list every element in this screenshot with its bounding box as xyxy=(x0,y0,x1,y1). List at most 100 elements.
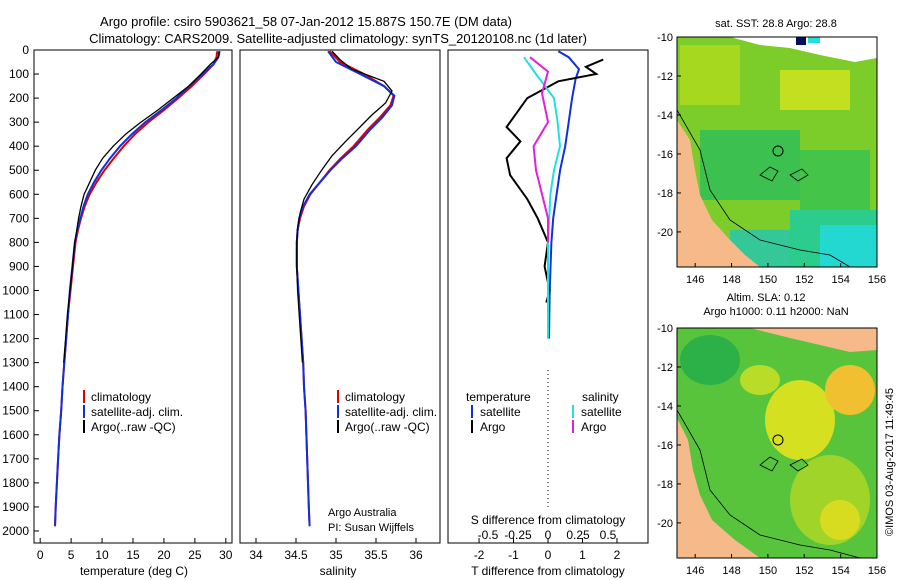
y-tick-label: 1600 xyxy=(2,428,29,442)
sst-map-ticks: 146 148 150 152 154 156 -10 -12 -14 -16 -18 -20 xyxy=(657,32,886,286)
s-tick-label: -0.5 xyxy=(478,528,499,542)
sst-map-frame xyxy=(676,36,878,268)
salinity-x-label: salinity xyxy=(320,564,357,578)
series-line-t-satellite xyxy=(548,50,581,339)
s-difference-label: S difference from climatology xyxy=(471,513,626,527)
bathymetry-contour xyxy=(677,109,851,267)
legend-label-s-argo: Argo xyxy=(581,420,607,434)
map-y-tick-label: -18 xyxy=(657,188,673,200)
sla-map-ticks: 146 148 150 152 154 156 -10 -12 -14 -16 -18 -20 xyxy=(657,323,886,577)
sla-low-patch xyxy=(680,335,740,385)
map-y-tick-label: -20 xyxy=(657,518,673,530)
map-x-tick-label: 152 xyxy=(795,565,813,577)
difference-lines xyxy=(505,50,604,339)
x-tick-label: 35.5 xyxy=(364,548,388,562)
y-tick-label: 1900 xyxy=(2,500,29,514)
map-x-tick-label: 148 xyxy=(722,565,740,577)
legend-label-satellite: satellite-adj. clim. xyxy=(345,405,437,419)
sla-high-patch xyxy=(825,365,875,415)
sst-warm-patch xyxy=(680,45,740,105)
land-new-guinea xyxy=(750,328,877,352)
map-x-tick-label: 150 xyxy=(759,274,777,286)
figure-title-line2: Climatology: CARS2009. Satellite-adjuste… xyxy=(89,31,587,46)
y-tick-label: 700 xyxy=(9,211,29,225)
imos-timestamp: ©IMOS 03-Aug-2017 11:49:45 xyxy=(884,388,896,536)
y-tick-label: 1500 xyxy=(2,404,29,418)
x-tick-label: 2 xyxy=(614,548,621,562)
bathymetry-contour xyxy=(677,409,861,558)
temperature-x-label: temperature (deg C) xyxy=(80,564,188,578)
y-tick-label: 600 xyxy=(9,187,29,201)
map-y-tick-label: -14 xyxy=(657,110,673,122)
x-tick-label: 0 xyxy=(545,548,552,562)
y-tick-label: 400 xyxy=(9,139,29,153)
temperature-axes-frame xyxy=(33,49,233,544)
sst-map-image xyxy=(677,37,877,267)
map-x-tick-label: 150 xyxy=(759,565,777,577)
sla-high-patch xyxy=(820,500,860,540)
temperature-x-ticks: 0 5 10 15 20 25 30 xyxy=(37,538,233,562)
sst-map-panel: sat. SST: 28.8 Argo: 28.8 146 148 150 152 15… xyxy=(657,18,886,286)
x-tick-label: 15 xyxy=(126,548,140,562)
s-difference-ticks: -0.5 -0.25 0 0.25 0.5 xyxy=(478,528,617,542)
x-tick-label: -1 xyxy=(508,548,519,562)
x-tick-label: 0 xyxy=(37,548,44,562)
x-tick-label: 5 xyxy=(68,548,75,562)
x-tick-label: -2 xyxy=(474,548,485,562)
x-tick-label: 1 xyxy=(579,548,586,562)
difference-panel: temperature salinity satellite Argo sate… xyxy=(447,49,649,578)
difference-legend: temperature salinity satellite Argo sate… xyxy=(466,390,622,434)
s-tick-label: 0.25 xyxy=(566,528,590,542)
y-tick-label: 800 xyxy=(9,235,29,249)
temperature-lines xyxy=(54,51,221,527)
salinity-annotation-line1: Argo Australia xyxy=(328,507,397,519)
sla-map-frame xyxy=(676,327,878,559)
x-tick-label: 10 xyxy=(95,548,109,562)
y-tick-label: 200 xyxy=(9,91,29,105)
temperature-panel: 0100200300400500600700800900100011001200… xyxy=(2,43,233,578)
x-tick-label: 36 xyxy=(409,548,423,562)
legend-label-satellite: satellite-adj. clim. xyxy=(91,405,183,419)
sla-high-patch xyxy=(740,365,780,395)
map-x-tick-label: 154 xyxy=(831,274,849,286)
legend-label-argo: Argo(..raw -QC) xyxy=(91,420,176,434)
x-tick-label: 20 xyxy=(157,548,171,562)
series-line-satellite-adj-clim- xyxy=(54,51,221,527)
legend-label-argo: Argo(..raw -QC) xyxy=(345,420,430,434)
salinity-legend: climatology satellite-adj. clim. Argo(..… xyxy=(337,390,437,434)
sst-cool-patch xyxy=(700,130,800,200)
s-tick-label: -0.25 xyxy=(504,528,532,542)
legend-label-t-argo: Argo xyxy=(480,420,506,434)
sla-map-image xyxy=(677,328,877,558)
reef-contour xyxy=(759,166,809,182)
sla-map-title-line1: Altim. SLA: 0.12 xyxy=(727,292,806,304)
salinity-lines xyxy=(295,50,396,527)
sst-cool-patch xyxy=(800,150,870,210)
sla-map-title-line2: Argo h1000: 0.11 h2000: NaN xyxy=(703,306,848,318)
land-australia xyxy=(677,418,760,558)
land-australia xyxy=(677,120,760,267)
x-tick-label: 30 xyxy=(219,548,233,562)
y-tick-label: 1800 xyxy=(2,476,29,490)
map-y-tick-label: -14 xyxy=(657,401,673,413)
map-x-tick-label: 156 xyxy=(868,274,886,286)
y-tick-label: 1700 xyxy=(2,452,29,466)
y-tick-label: 100 xyxy=(9,67,29,81)
map-y-tick-label: -20 xyxy=(657,227,673,239)
map-y-tick-label: -10 xyxy=(657,32,673,44)
x-tick-label: 34 xyxy=(249,548,263,562)
salinity-axes-frame xyxy=(239,49,441,544)
salinity-panel: 34 34.5 35 35.5 36 climatology satellite-adj… xyxy=(239,49,441,578)
map-x-tick-label: 148 xyxy=(722,274,740,286)
map-y-tick-label: -16 xyxy=(657,149,673,161)
s-tick-label: 0.5 xyxy=(600,528,617,542)
t-difference-ticks: -2 -1 0 1 2 xyxy=(474,538,621,562)
legend-title-temperature: temperature xyxy=(466,390,531,404)
map-x-tick-label: 154 xyxy=(831,565,849,577)
sst-map-title: sat. SST: 28.8 Argo: 28.8 xyxy=(715,18,837,30)
figure-title-line1: Argo profile: csiro 5903621_58 07-Jan-20… xyxy=(100,14,512,29)
temperature-y-ticks: 0 100 200 300 400 500 600 700 800 900 1000 1100 1200… xyxy=(2,43,39,538)
map-x-tick-label: 152 xyxy=(795,274,813,286)
y-tick-label: 1200 xyxy=(2,332,29,346)
